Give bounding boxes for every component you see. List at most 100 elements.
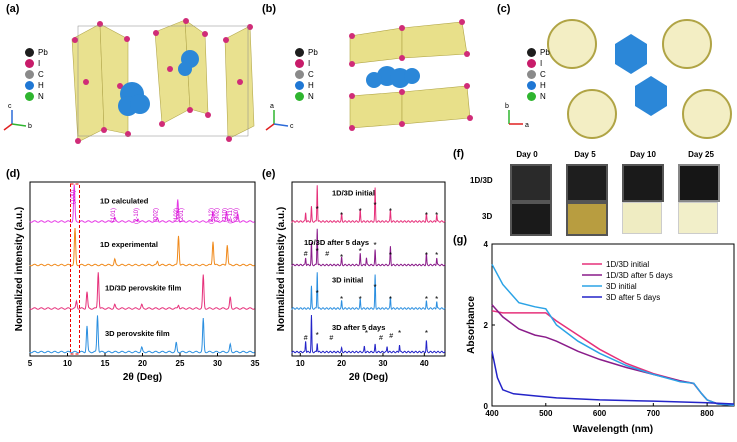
miller-index-label: (201) <box>179 208 185 222</box>
y-axis-label: Absorbance <box>466 296 477 354</box>
photo-1d3d-day5 <box>566 164 608 202</box>
legend-n: N <box>25 92 48 101</box>
peak-star-marker: * <box>316 289 319 298</box>
miller-index-label: (2-12) <box>209 208 215 224</box>
photo-grid-f: Day 0 Day 5 Day 10 Day 25 1D/3D 3D <box>470 148 737 236</box>
x-tick-label: 35 <box>251 359 260 368</box>
atom-legend-b: Pb I C H N <box>295 48 318 101</box>
series-label-3: 3D after 5 days <box>332 323 385 332</box>
x-tick-label: 600 <box>593 409 607 418</box>
legend-pb: Pb <box>25 48 48 57</box>
peak-star-marker: * <box>359 295 362 304</box>
iodine-atoms-b <box>349 19 473 131</box>
iodine-atoms <box>72 18 253 144</box>
legend-b-i: I <box>295 59 318 68</box>
crystal-structure-a: c b <box>3 18 255 144</box>
x-tick-label: 5 <box>28 359 33 368</box>
day-5-label: Day 5 <box>574 150 596 159</box>
x-tick-label: 10 <box>296 359 305 368</box>
legend-c-c: C <box>527 70 550 79</box>
legend-label-3: 3D after 5 days <box>606 293 660 302</box>
peak-star-marker: * <box>359 247 362 256</box>
peak-hash-marker: # <box>379 335 383 342</box>
x-tick-label: 700 <box>647 409 661 418</box>
series-line-2 <box>29 272 255 310</box>
x-tick-label: 800 <box>700 409 714 418</box>
series-line-0 <box>291 185 446 224</box>
panel-label-b: (b) <box>262 3 277 15</box>
peak-star-marker: * <box>359 207 362 216</box>
peak-star-marker: * <box>374 241 377 250</box>
peak-star-marker: * <box>316 205 319 214</box>
miller-index-label: (302) <box>214 208 220 222</box>
series-line-2 <box>491 263 735 406</box>
peak-star-marker: * <box>340 253 343 262</box>
atom-legend-a: Pb I C H N <box>25 48 48 101</box>
pbi-octahedra-layers <box>349 21 471 129</box>
axis-label-c-b: c <box>290 123 294 130</box>
peak-star-marker: * <box>435 295 438 304</box>
organic-cations <box>118 50 199 116</box>
series-label-0: 1D calculated <box>100 197 149 206</box>
x-axis-label: 2θ (Deg) <box>123 372 162 383</box>
xrd-chart-d: 1D calculated 1D experimental 1D/3D perovs… <box>14 181 260 383</box>
x-tick-label: 40 <box>420 359 429 368</box>
x-tick-label: 10 <box>63 359 72 368</box>
y-axis-label: Normalized intensity (a.u.) <box>14 207 25 331</box>
photo-1d3d-day10 <box>622 164 664 202</box>
xrd-chart-e: 1D/3D initial 1D/3D after 5 days 3D initia… <box>276 181 446 383</box>
legend-c-n: N <box>527 92 550 101</box>
peak-star-marker: * <box>425 329 428 338</box>
peak-hash-marker: # <box>329 335 333 342</box>
legend-c: C <box>25 70 48 79</box>
peak-hash-marker: # <box>304 251 308 258</box>
peak-star-marker: * <box>374 283 377 292</box>
photo-3d-day10 <box>622 202 662 234</box>
axis-triad-a: c b <box>3 103 32 131</box>
crystal-structure-c: b a <box>505 19 732 139</box>
x-tick-label: 15 <box>101 359 110 368</box>
y-tick-label: 4 <box>484 240 489 249</box>
photo-3d-day25 <box>678 202 718 234</box>
peak-star-marker: * <box>316 331 319 340</box>
photo-1d3d-day0 <box>510 164 552 202</box>
day-25-label: Day 25 <box>688 150 714 159</box>
axis-triad-b: a c <box>265 103 294 131</box>
legend-label-0: 1D/3D initial <box>606 260 649 269</box>
series-line-2 <box>291 272 446 311</box>
series-label-2: 1D/3D perovskite film <box>105 284 182 293</box>
y-tick-label: 2 <box>484 321 489 330</box>
plot-frame <box>291 181 446 357</box>
legend-c-h: H <box>527 81 550 90</box>
legend-b-h: H <box>295 81 318 90</box>
axis-triad-c: b a <box>505 103 529 129</box>
absorbance-chart-g: 1D/3D initial 1D/3D after 5 days 3D initia… <box>466 240 735 435</box>
row-label-1d3d: 1D/3D <box>470 176 493 185</box>
series-line-3 <box>29 315 255 354</box>
series-label-1: 1D experimental <box>100 240 158 249</box>
panel-label-a: (a) <box>6 3 20 15</box>
series-line-0 <box>491 310 735 406</box>
hexagonal-rings <box>547 19 732 139</box>
peak-star-marker: * <box>389 251 392 260</box>
peak-star-marker: * <box>435 211 438 220</box>
crystal-structure-b: a c <box>265 19 473 131</box>
peak-star-marker: * <box>365 329 368 338</box>
series-label-3: 3D perovskite film <box>105 329 170 338</box>
miller-index-label: (101) <box>111 208 117 222</box>
peak-star-marker: * <box>425 295 428 304</box>
peak-star-marker: * <box>435 251 438 260</box>
legend-label-1: 1D/3D after 5 days <box>606 271 673 280</box>
day-10-label: Day 10 <box>630 150 656 159</box>
miller-index-label: (100) <box>70 190 76 204</box>
legend-b-n: N <box>295 92 318 101</box>
series-line-3 <box>291 315 446 354</box>
peak-star-marker: * <box>425 251 428 260</box>
panel-label-d: (d) <box>6 168 21 180</box>
x-tick-label: 25 <box>176 359 185 368</box>
axis-label-a-c: a <box>525 122 529 129</box>
peak-star-marker: * <box>389 295 392 304</box>
peak-hash-marker: # <box>389 333 393 340</box>
legend-b-c: C <box>295 70 318 79</box>
atom-legend-c: Pb I C H N <box>527 48 550 101</box>
